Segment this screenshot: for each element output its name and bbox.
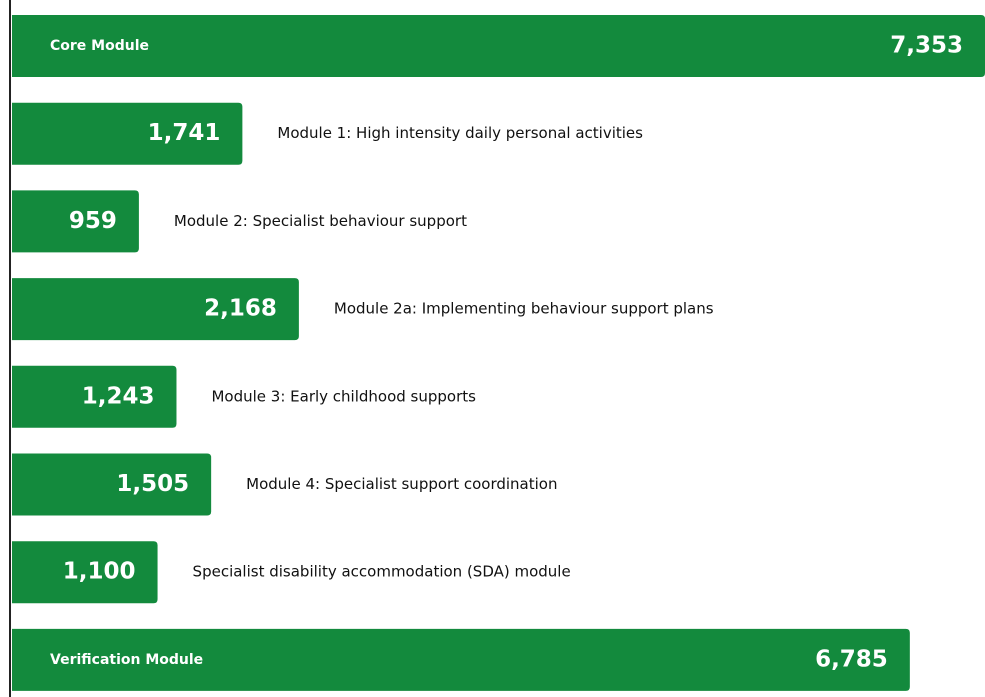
category-label: Verification Module bbox=[50, 652, 203, 668]
category-label: Module 3: Early childhood supports bbox=[211, 387, 476, 405]
bar bbox=[12, 628, 910, 691]
category-label: Module 2a: Implementing behaviour suppor… bbox=[334, 300, 714, 318]
value-label: 1,505 bbox=[116, 471, 189, 497]
value-label: 7,353 bbox=[890, 33, 963, 59]
value-label: 2,168 bbox=[204, 296, 277, 322]
bar bbox=[12, 15, 985, 77]
bar bbox=[12, 190, 139, 253]
value-label: 1,243 bbox=[82, 383, 155, 409]
bar bbox=[12, 453, 212, 516]
category-label: Module 2: Specialist behaviour support bbox=[174, 212, 467, 230]
category-label: Specialist disability accommodation (SDA… bbox=[193, 563, 571, 581]
bar bbox=[12, 102, 243, 165]
value-label: 959 bbox=[69, 208, 117, 234]
value-label: 1,100 bbox=[63, 559, 136, 585]
category-label: Module 1: High intensity daily personal … bbox=[277, 124, 643, 142]
value-label: 1,741 bbox=[148, 120, 221, 146]
bar bbox=[12, 365, 177, 428]
bar bbox=[12, 541, 158, 604]
value-label: 6,785 bbox=[815, 646, 888, 672]
bar bbox=[12, 278, 299, 341]
category-label: Core Module bbox=[50, 38, 149, 54]
category-label: Module 4: Specialist support coordinatio… bbox=[246, 475, 557, 493]
